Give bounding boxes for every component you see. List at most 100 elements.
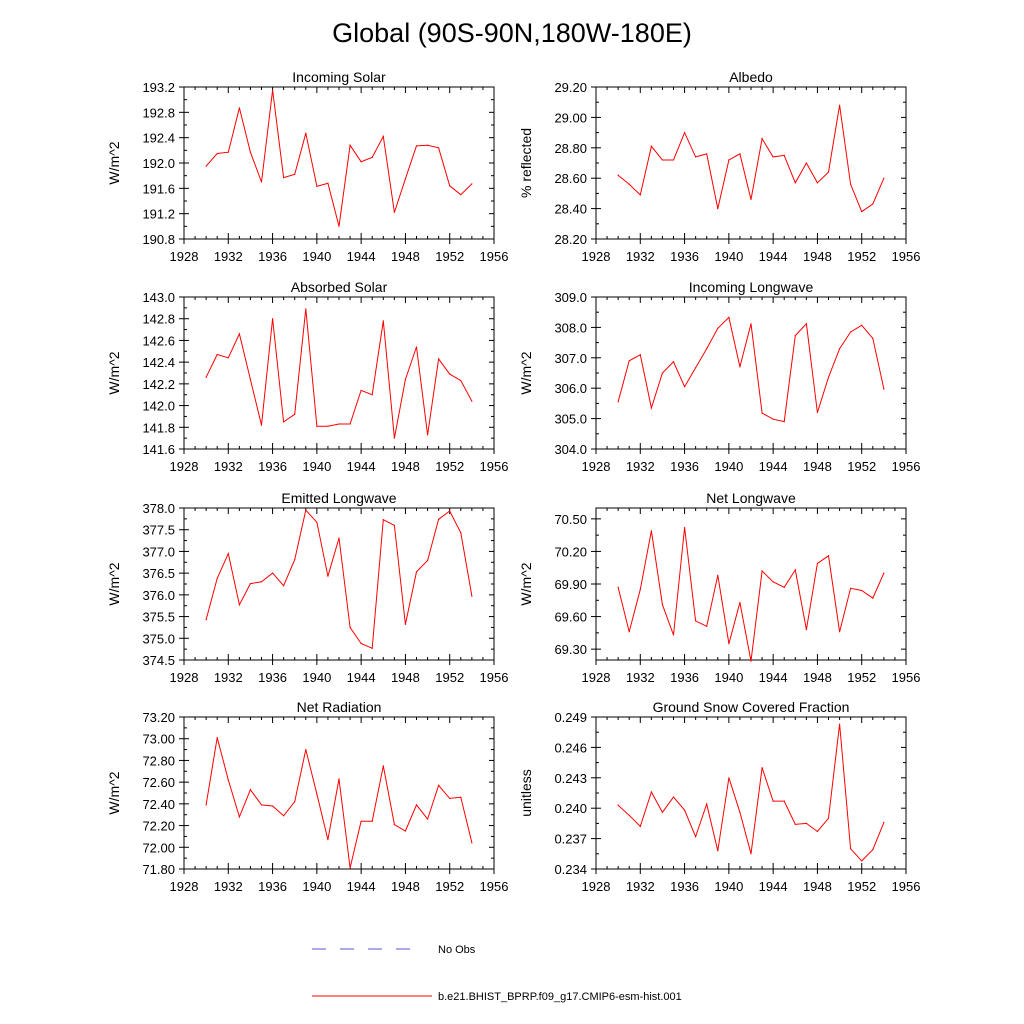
x-tick-label: 1944	[347, 459, 376, 474]
y-tick-label: 304.0	[554, 442, 587, 457]
panel-incoming-solar: Incoming Solar W/m^2 1928 1932 1936 1940 1944 1…	[106, 69, 508, 264]
data-point	[460, 194, 462, 196]
x-tick-label: 1932	[626, 459, 655, 474]
data-point	[695, 367, 697, 369]
x-tick-label: 1948	[803, 249, 832, 264]
legend-model-label: b.e21.BHIST_BPRP.f09_g17.CMIP6-esm-hist.…	[438, 991, 682, 1003]
y-tick-label: 0.249	[554, 710, 587, 725]
data-point	[338, 423, 340, 425]
y-tick-label: 72.20	[142, 819, 175, 834]
data-point	[639, 825, 641, 828]
y-tick-label: 71.80	[142, 862, 175, 877]
y-tick-label: 141.8	[142, 420, 175, 435]
x-tick-label: 1952	[435, 249, 464, 264]
data-point	[661, 604, 664, 606]
data-point	[883, 821, 885, 823]
data-point	[338, 778, 340, 780]
y-tick-label: 69.60	[554, 610, 587, 625]
data-point	[872, 337, 874, 339]
data-point	[872, 597, 874, 599]
x-tick-label: 1928	[170, 670, 199, 685]
data-point	[449, 797, 451, 800]
x-tick-label: 1952	[847, 459, 876, 474]
y-tick-label: 0.237	[554, 832, 587, 847]
x-tick-label: 1932	[214, 879, 243, 894]
data-point	[327, 425, 329, 427]
y-tick-label: 375.0	[142, 631, 175, 646]
data-point	[415, 804, 418, 806]
data-point	[238, 333, 240, 335]
y-axis-label: % reflected	[518, 128, 534, 198]
data-point	[404, 623, 407, 625]
data-point	[271, 805, 274, 807]
series-line	[617, 724, 885, 862]
panel-title: Albedo	[729, 69, 773, 85]
data-point	[316, 521, 318, 523]
y-axis-label: W/m^2	[518, 351, 534, 394]
data-point	[460, 380, 462, 382]
data-point	[706, 625, 708, 627]
data-point	[772, 156, 774, 158]
x-tick-label: 1928	[582, 249, 611, 264]
y-tick-label: 308.0	[554, 320, 587, 335]
x-tick-label: 1944	[347, 879, 376, 894]
x-tick-label: 1928	[582, 459, 611, 474]
data-point	[683, 386, 686, 388]
y-tick-label: 192.8	[142, 105, 175, 120]
y-tick-label: 143.0	[142, 290, 175, 305]
data-point	[661, 811, 664, 813]
plot-frame	[183, 507, 495, 661]
data-point	[706, 803, 708, 805]
x-tick-label: 1932	[214, 670, 243, 685]
data-point	[717, 327, 719, 329]
data-point	[415, 571, 418, 573]
y-axis-label: unitless	[518, 769, 534, 816]
data-point	[205, 165, 207, 167]
data-point	[271, 318, 274, 320]
y-tick-label: 69.30	[554, 642, 587, 657]
data-point	[650, 530, 652, 532]
panel-title: Absorbed Solar	[291, 279, 388, 295]
data-point	[783, 421, 785, 423]
y-tick-label: 306.0	[554, 381, 587, 396]
data-point	[650, 791, 652, 793]
data-point	[305, 132, 307, 134]
legend: No Obs b.e21.BHIST_BPRP.f09_g17.CMIP6-es…	[312, 944, 682, 1003]
panel-title: Net Longwave	[706, 490, 796, 506]
data-point	[438, 358, 440, 360]
data-point	[438, 784, 440, 787]
data-point	[471, 183, 473, 185]
y-tick-label: 29.00	[554, 110, 587, 125]
y-tick-label: 72.40	[142, 797, 175, 812]
data-point	[717, 574, 719, 576]
y-tick-label: 142.2	[142, 377, 175, 392]
data-point	[872, 849, 874, 851]
data-point	[783, 800, 785, 802]
data-point	[305, 509, 307, 511]
data-point	[382, 765, 384, 767]
plot-frame	[595, 507, 907, 661]
data-point	[628, 631, 630, 633]
data-point	[672, 361, 675, 363]
x-tick-label: 1940	[302, 670, 331, 685]
y-tick-label: 70.20	[554, 544, 587, 559]
data-point	[360, 820, 362, 822]
data-point	[349, 626, 351, 629]
x-tick-label: 1932	[626, 879, 655, 894]
data-point	[426, 434, 429, 436]
data-point	[227, 357, 229, 359]
data-point	[639, 194, 641, 196]
data-point	[393, 524, 395, 526]
data-point	[728, 777, 730, 779]
data-point	[672, 159, 675, 161]
x-tick-label: 1932	[214, 249, 243, 264]
panel-net-longwave: Net Longwave W/m^2 1928 1932 1936 1940 1944 194…	[518, 490, 920, 685]
x-tick-label: 1952	[435, 459, 464, 474]
y-tick-label: 375.5	[142, 610, 175, 625]
x-tick-label: 1952	[847, 249, 876, 264]
data-point	[672, 796, 675, 798]
data-point	[628, 360, 630, 362]
data-point	[850, 183, 852, 185]
data-point	[772, 418, 774, 420]
plot-frame	[595, 296, 907, 450]
